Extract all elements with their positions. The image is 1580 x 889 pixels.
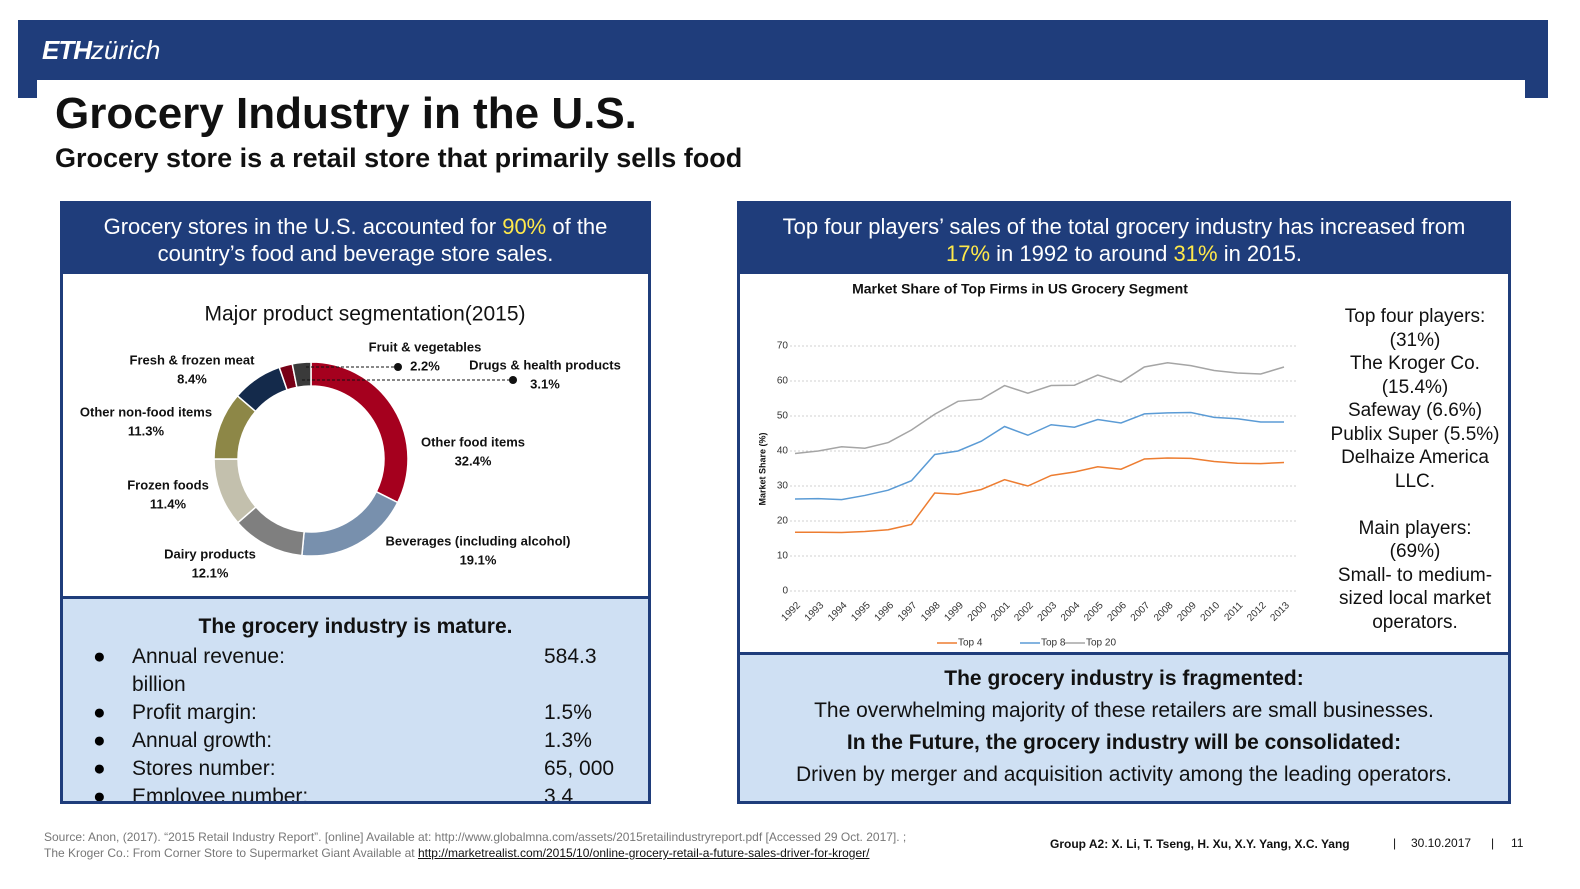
heading-highlight: 17%: [946, 241, 991, 266]
heading-highlight: 90%: [502, 214, 547, 239]
note-line: Safeway (6.6%): [1347, 400, 1483, 421]
note-line: sized local market: [1338, 588, 1492, 609]
source-line: The Kroger Co.: From Corner Store to Sup…: [44, 846, 418, 860]
logo-bold: ETH: [42, 35, 92, 65]
item-more: billion: [132, 673, 186, 696]
note-line: The Kroger Co.: [1350, 353, 1480, 374]
title: Grocery Industry in the U.S.: [55, 89, 637, 138]
heading-text: of the: [546, 214, 608, 239]
item-label: Employee number:: [132, 785, 309, 804]
page-number: 11: [1511, 836, 1524, 850]
heading-text: country’s food and beverage store sales.: [157, 241, 554, 266]
heading-text: in 2015.: [1217, 241, 1302, 266]
item-label: Annual revenue:: [132, 645, 285, 668]
sep: |: [1393, 836, 1397, 850]
summary-line: The overwhelming majority of these retai…: [814, 699, 1434, 722]
note-line: Publix Super (5.5%): [1330, 423, 1500, 445]
heading-text: in 1992 to around: [990, 241, 1174, 266]
heading-text: Top four players’ sales of the total gro…: [782, 214, 1466, 239]
right-panel: Top four players’ sales of the total gro…: [737, 201, 1511, 804]
source: Source: Anon, (2017). “2015 Retail Indus…: [44, 829, 906, 861]
note-line: (15.4%): [1381, 376, 1449, 398]
note-line: Top four players:: [1344, 306, 1486, 327]
logo: ETHzürich: [42, 35, 160, 66]
heading-highlight: 31%: [1173, 241, 1218, 266]
item-value: 3.4: [544, 785, 574, 804]
right-heading: Top four players’ sales of the total gro…: [740, 204, 1508, 274]
note-line: Small- to medium-: [1337, 564, 1493, 586]
heading-text: Grocery stores in the U.S. accounted for: [103, 214, 503, 239]
summary-line: Driven by merger and acquisition activit…: [795, 763, 1452, 786]
note-line: operators.: [1372, 611, 1458, 633]
source-link[interactable]: http://marketrealist.com/2015/10/online-…: [417, 846, 870, 860]
item-value: 584.3: [544, 645, 597, 668]
item-label: Stores number:: [132, 757, 276, 780]
note-line: (31%): [1389, 329, 1441, 351]
notes: Top four players: (31%) The Kroger Co. (15.…: [1320, 305, 1510, 634]
left-panel: Grocery stores in the U.S. accounted for…: [60, 201, 651, 804]
date: 30.10.2017: [1411, 836, 1472, 850]
subtitle: Grocery store is a retail store that pri…: [55, 143, 743, 173]
bullet: ●: [93, 729, 106, 752]
item-value: 1.3%: [544, 729, 592, 752]
item-label: Profit margin:: [132, 701, 257, 724]
left-heading: Grocery stores in the U.S. accounted for…: [63, 204, 648, 274]
bullet: ●: [93, 701, 106, 724]
bullet: ●: [93, 785, 106, 804]
summary-line: The grocery industry is fragmented:: [944, 667, 1304, 690]
bullet: ●: [93, 645, 106, 668]
right-summary: The grocery industry is fragmented: The …: [740, 652, 1508, 801]
note-line: LLC.: [1394, 470, 1436, 492]
left-summary: The grocery industry is mature. ● Annual …: [63, 596, 648, 801]
header-inset: [37, 80, 1525, 100]
item-label: Annual growth:: [132, 729, 273, 752]
summary-line: In the Future, the grocery industry will…: [846, 731, 1402, 754]
note-line: Main players:: [1358, 517, 1472, 539]
note-line: Delhaize America: [1341, 447, 1489, 468]
logo-light: zürich: [91, 35, 161, 65]
sep: |: [1491, 836, 1495, 850]
note-line: (69%): [1389, 541, 1441, 562]
source-line: Source: Anon, (2017). “2015 Retail Indus…: [44, 830, 907, 844]
item-value: 65, 000: [544, 757, 615, 780]
bullet: ●: [93, 757, 106, 780]
summary-title: The grocery industry is mature.: [198, 615, 513, 638]
item-value: 1.5%: [544, 701, 592, 724]
group: Group A2: X. Li, T. Tseng, H. Xu, X.Y. Y…: [1050, 837, 1350, 851]
